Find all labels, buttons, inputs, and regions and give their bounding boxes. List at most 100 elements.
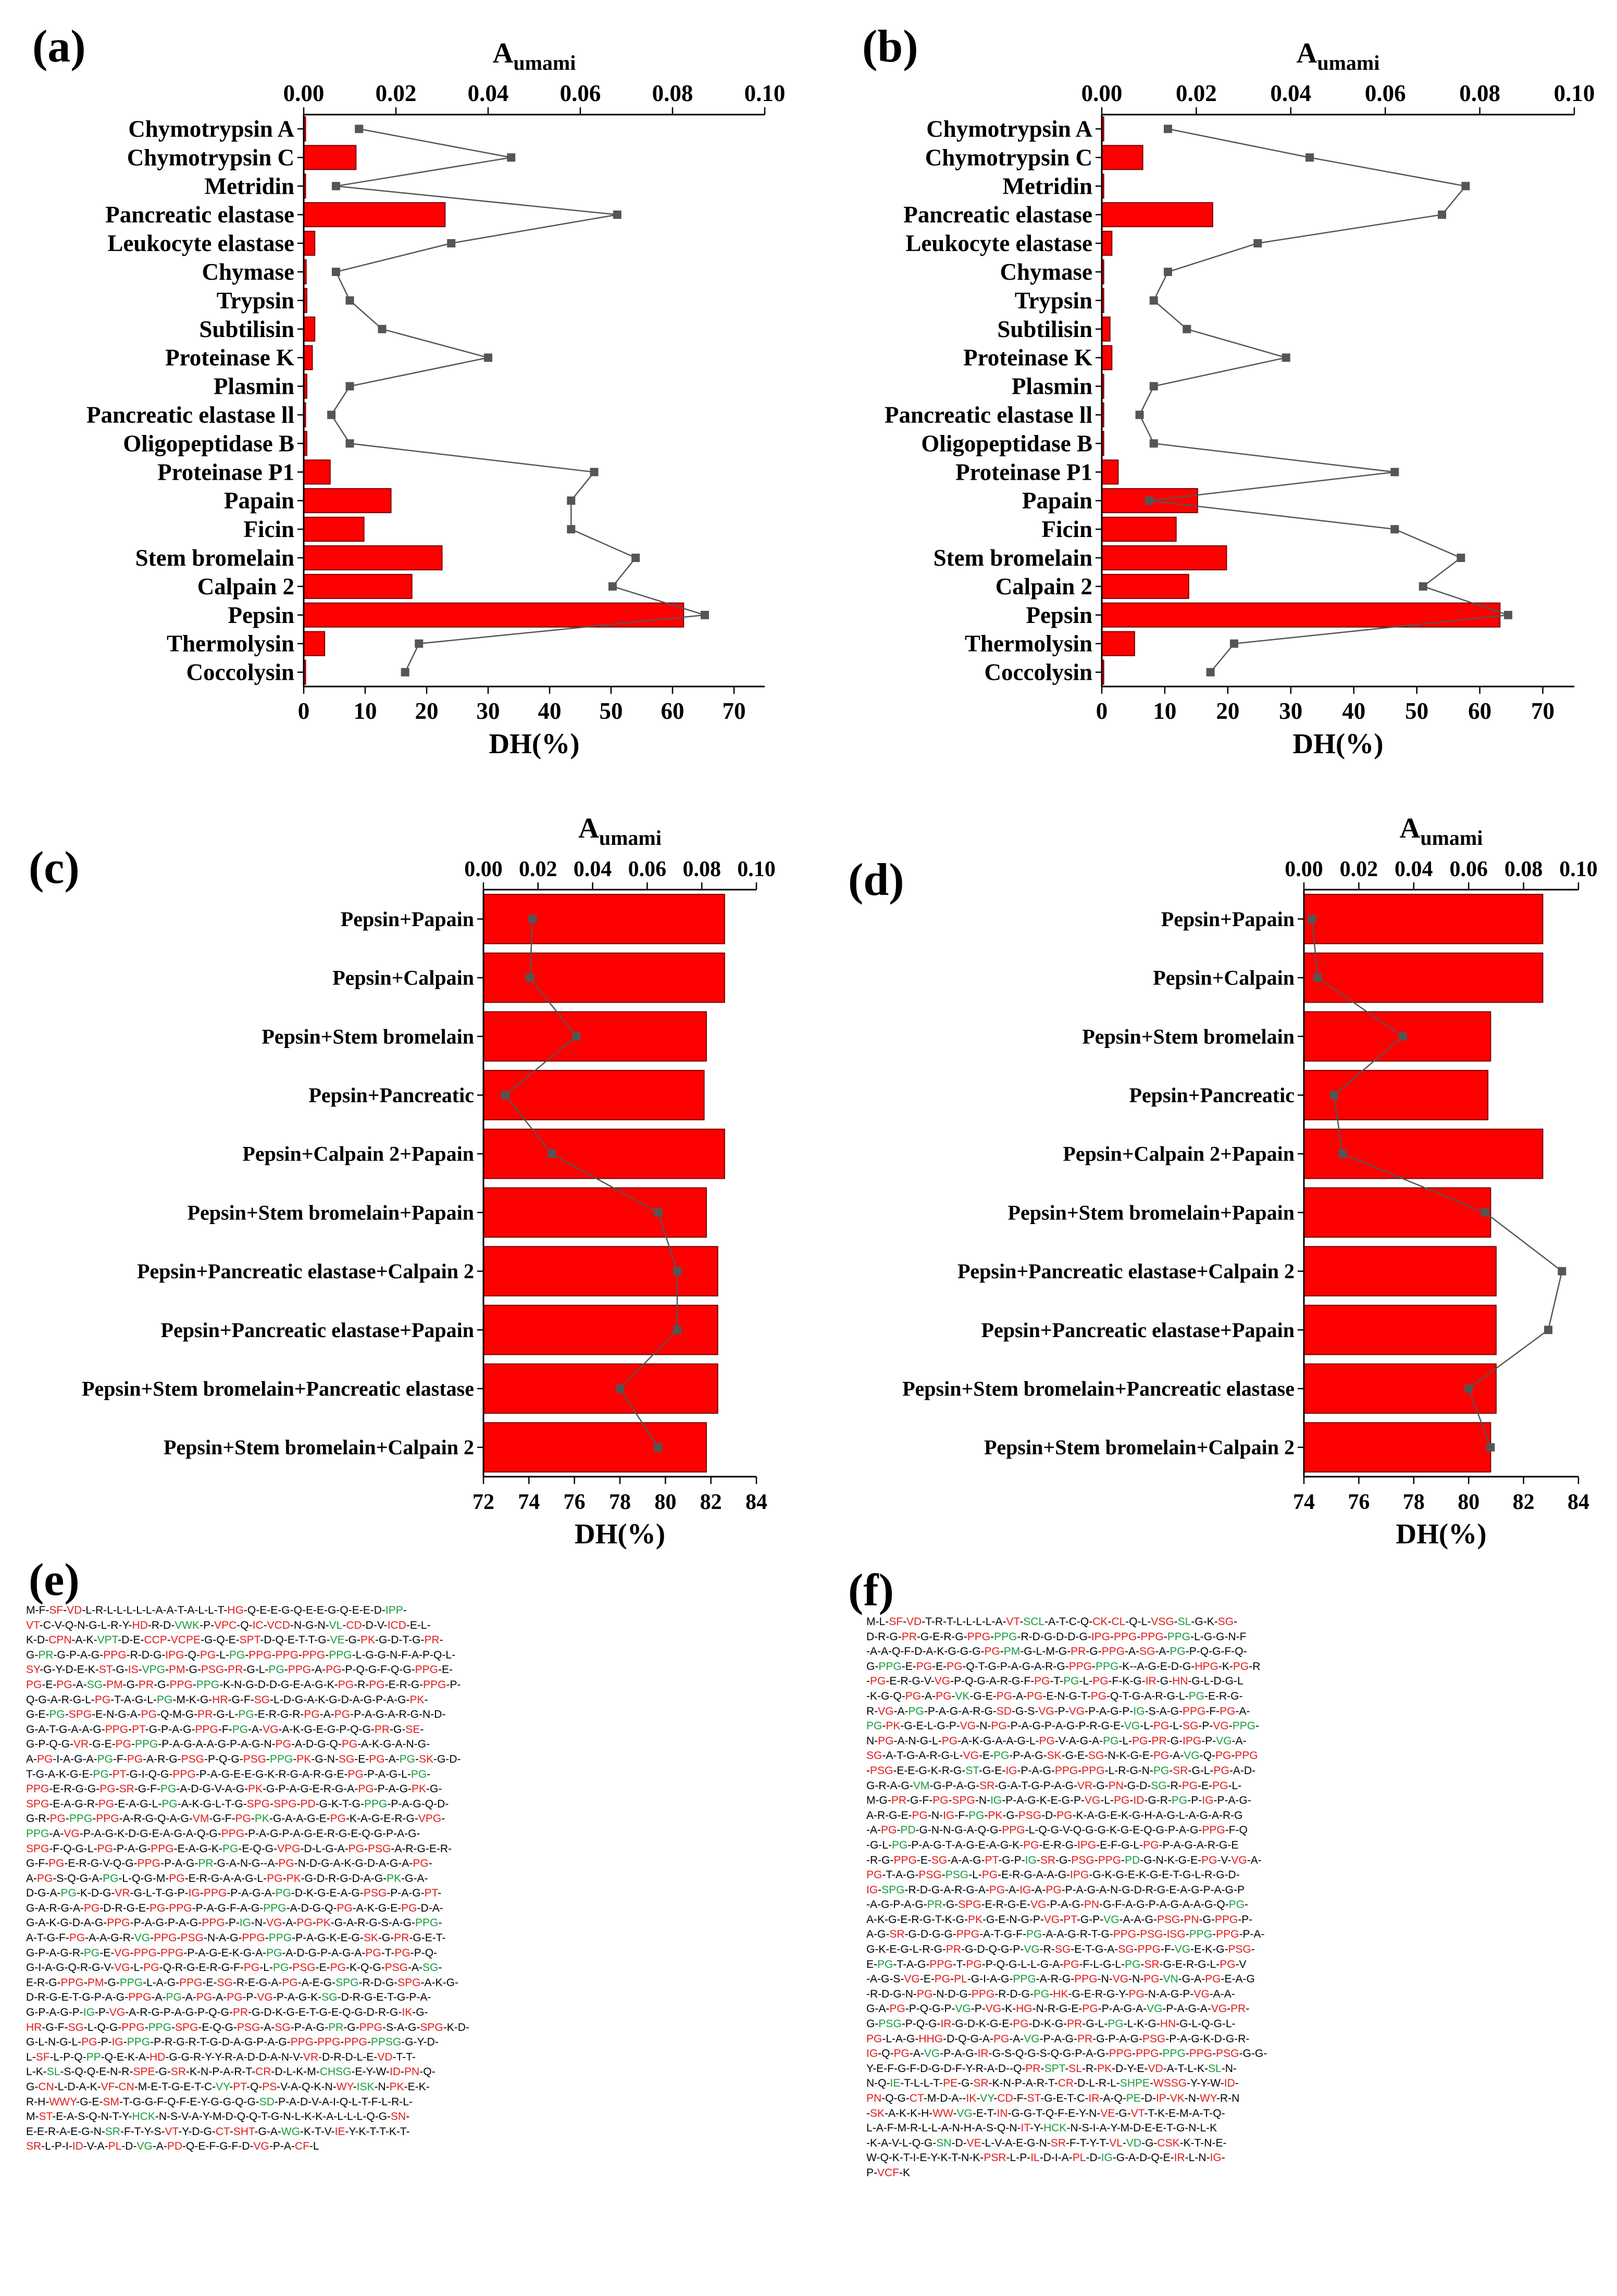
category-label-14: Papain — [224, 488, 294, 514]
sequence-line: -G-L-PG-P-A-G-T-A-G-E-A-G-K-PG-E-R-G-IPG… — [866, 1839, 1239, 1851]
sequence-line: K-D-CPN-A-K-VPT-D-E-CCP-VCPE-G-Q-E-SPT-D… — [26, 1634, 443, 1646]
sequence-line: R-VG-A-PG-P-A-G-A-R-G-SD-G-S-VG-P-VG-P-A… — [866, 1705, 1250, 1717]
category-label-7: Pepsin+Pancreatic elastase+Calpain 2 — [957, 1259, 1295, 1283]
x-tick-label-5: 82 — [1513, 1490, 1535, 1514]
bar-19 — [1101, 631, 1135, 656]
sequence-line: G-L-N-G-L-PG-P-IG-PPG-P-R-G-R-T-G-D-A-G-… — [26, 2036, 439, 2049]
category-label-10: Plasmin — [214, 373, 294, 400]
category-label-4: Pancreatic elastase — [903, 202, 1092, 228]
x-axis-title: DH(%) — [489, 728, 579, 759]
bar-8 — [483, 1304, 718, 1355]
category-label-1: Chymotrypsin A — [128, 116, 294, 142]
category-label-8: Pepsin+Pancreatic elastase+Papain — [981, 1318, 1295, 1342]
sequence-line: D-G-A-PG-K-D-G-VR-G-L-T-G-P-IG-PPG-P-A-G… — [26, 1887, 442, 1900]
sequence-line: PPG-E-R-G-G-PG-SR-G-F-PG-A-D-G-V-A-G-PK-… — [26, 1783, 442, 1795]
sequence-line: -K-G-Q-PG-A-PG-VK-G-E-PG-A-PG-E-N-G-T-PG… — [866, 1690, 1243, 1702]
x2-axis-title-main: A — [493, 37, 514, 69]
aumami-point-5 — [1253, 239, 1262, 248]
category-label-3: Pepsin+Stem bromelain — [1082, 1025, 1295, 1048]
category-label-11: Pancreatic elastase ll — [885, 402, 1092, 428]
sequence-line: G-PR-G-P-A-G-PPG-R-D-G-IPG-Q-PG-L-PG-PPG… — [26, 1649, 456, 1661]
x-tick-label-2: 10 — [1153, 698, 1176, 724]
aumami-point-1 — [528, 915, 537, 924]
aumami-point-16 — [1457, 553, 1465, 562]
bar-9 — [303, 345, 313, 370]
aumami-point-9 — [616, 1384, 624, 1393]
category-label-2: Chymotrypsin C — [925, 144, 1092, 170]
aumami-point-5 — [548, 1150, 556, 1158]
category-label-8: Subtilisin — [997, 316, 1092, 342]
x-tick-label-3: 20 — [415, 698, 439, 724]
aumami-point-12 — [345, 439, 354, 448]
x-axis-title: DH(%) — [1396, 1518, 1486, 1550]
panel-label-d: (d) — [848, 855, 904, 905]
x2-axis-title-main: A — [1297, 37, 1317, 69]
category-label-10: Pepsin+Stem bromelain+Calpain 2 — [164, 1436, 474, 1459]
sequence-line: D-R-G-E-T-G-P-A-G-PPG-A-PG-A-PG-A-PG-P-V… — [26, 1991, 431, 2004]
category-label-11: Pancreatic elastase ll — [86, 402, 294, 428]
category-label-9: Proteinase K — [165, 345, 294, 371]
bar-5 — [483, 1128, 725, 1179]
category-label-10: Pepsin+Stem bromelain+Calpain 2 — [984, 1436, 1295, 1459]
sequence-line: -A-A-Q-F-D-A-K-G-G-G-PG-PM-G-L-M-G-PR-G-… — [866, 1645, 1247, 1658]
x2-axis-title-sub: umami — [513, 51, 576, 74]
aumami-point-5 — [1338, 1150, 1347, 1158]
x2-tick-label-6: 0.10 — [744, 80, 786, 106]
aumami-point-19 — [415, 639, 424, 648]
category-label-2: Pepsin+Calpain — [332, 966, 474, 990]
sequence-line: D-R-G-PR-G-E-R-G-PPG-PPG-R-D-G-D-D-G-IPG… — [866, 1630, 1247, 1643]
aumami-point-3 — [1398, 1032, 1407, 1041]
panel-label-b: (b) — [862, 21, 918, 72]
category-label-17: Calpain 2 — [996, 573, 1092, 600]
x-tick-label-2: 10 — [354, 698, 377, 724]
bar-8 — [1101, 316, 1111, 342]
bar-5 — [1101, 230, 1113, 256]
aumami-point-17 — [1419, 582, 1427, 591]
aumami-point-20 — [1206, 668, 1215, 677]
aumami-point-8 — [673, 1326, 682, 1334]
bar-4 — [1101, 202, 1213, 228]
x2-axis-title-sub: umami — [599, 826, 662, 850]
bar-4 — [303, 202, 446, 228]
x2-axis-title-sub: umami — [1420, 826, 1483, 850]
x-tick-label-3: 20 — [1216, 698, 1239, 724]
category-label-15: Ficin — [244, 516, 295, 542]
aumami-point-4 — [501, 1091, 509, 1100]
sequence-line: L-K-SL-S-Q-Q-E-N-R-SPE-G-SR-K-N-P-A-R-T-… — [26, 2066, 436, 2078]
aumami-point-7 — [345, 296, 354, 305]
x2-axis-title: Aumami — [1400, 812, 1483, 850]
sequence-line: G-F-PG-E-R-G-V-Q-G-PPG-P-A-G-PR-G-A-N-G-… — [26, 1857, 432, 1870]
category-label-16: Stem bromelain — [135, 545, 294, 571]
sequence-line: E-E-R-A-E-G-N-SR-F-T-Y-S-VT-Y-D-G-CT-SHT… — [26, 2125, 410, 2138]
category-label-6: Chymase — [202, 259, 295, 285]
x2-tick-label-2: 0.02 — [1176, 80, 1217, 106]
aumami-point-2 — [507, 153, 516, 162]
sequence-line: E-PG-T-A-G-PPG-T-PG-P-Q-G-L-L-G-A-PG-F-L… — [866, 1958, 1247, 1970]
category-label-7: Trypsin — [1015, 288, 1092, 314]
aumami-point-2 — [1305, 153, 1314, 162]
sequence-line: A-G-SR-G-D-G-G-PPG-A-T-G-F-PG-A-A-G-R-T-… — [866, 1928, 1265, 1941]
sequence-line: A-PG-S-Q-G-A-PG-L-Q-G-M-PG-E-R-G-A-A-G-L… — [26, 1872, 428, 1885]
sequence-line: -A-G-P-A-G-PR-G-SPG-E-R-G-E-VG-P-A-G-PN-… — [866, 1899, 1249, 1911]
category-label-4: Pancreatic elastase — [105, 202, 294, 228]
aumami-point-7 — [673, 1267, 682, 1276]
bar-9 — [1303, 1363, 1497, 1414]
category-label-12: Oligopeptidase B — [921, 430, 1092, 456]
bar-9 — [1101, 345, 1113, 370]
category-label-9: Proteinase K — [963, 345, 1092, 371]
x2-tick-label-5: 0.08 — [1504, 857, 1543, 881]
category-label-7: Trypsin — [217, 288, 294, 314]
aumami-point-11 — [1135, 410, 1144, 419]
category-label-20: Coccolysin — [985, 659, 1093, 685]
aumami-point-9 — [1282, 353, 1290, 362]
x2-tick-label-4: 0.06 — [1449, 857, 1488, 881]
sequence-line: -R-G-PPG-E-SG-A-A-G-PT-G-P-IG-SR-G-PSG-P… — [866, 1854, 1262, 1866]
sequence-line: G-R-PG-PPG-PPG-A-R-G-Q-A-G-VM-G-F-PG-PK-… — [26, 1813, 445, 1825]
bar-16 — [1101, 545, 1227, 571]
x-tick-label-4: 80 — [1458, 1490, 1479, 1514]
x-tick-label-7: 84 — [745, 1490, 767, 1514]
aumami-point-2 — [526, 974, 534, 982]
sequence-line: Q-G-A-R-G-L-PG-T-A-G-L-PG-M-K-G-HR-G-F-S… — [26, 1693, 428, 1706]
aumami-point-11 — [327, 410, 336, 419]
category-label-17: Calpain 2 — [197, 573, 294, 600]
